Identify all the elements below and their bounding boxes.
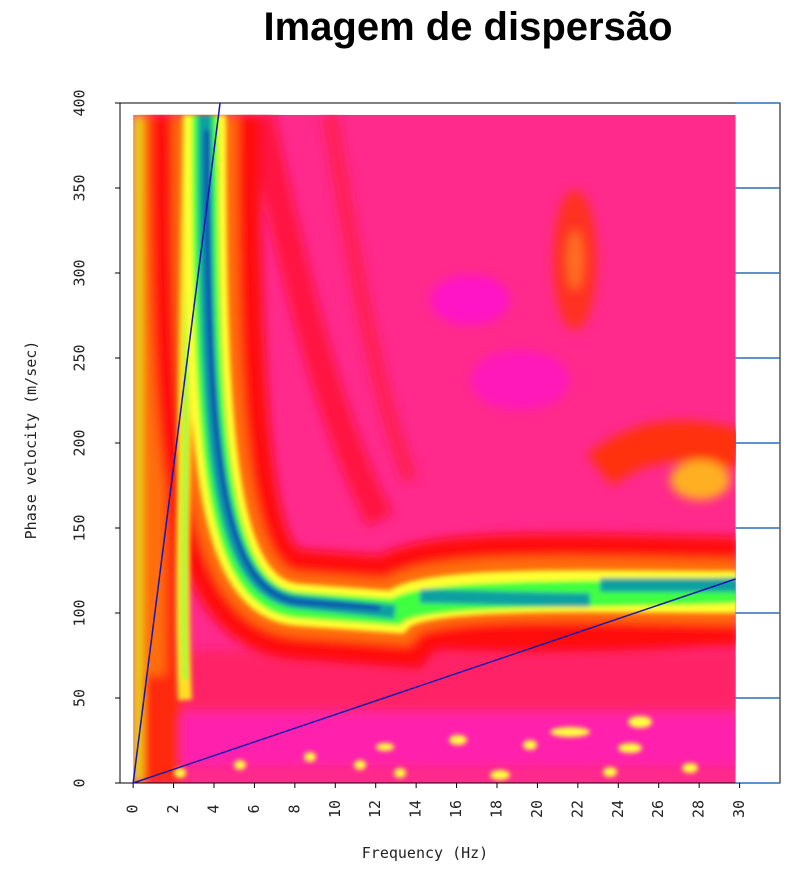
x-tick-label: 20 bbox=[528, 800, 546, 818]
x-tick-label: 22 bbox=[568, 800, 586, 818]
chart-title: Imagem de dispersão bbox=[263, 5, 672, 49]
x-tick-label: 28 bbox=[690, 800, 708, 818]
x-tick-label: 16 bbox=[447, 800, 465, 818]
x-tick-label: 4 bbox=[204, 804, 222, 813]
y-tick-label: 300 bbox=[71, 259, 89, 286]
y-axis-label: Phase velocity (m/sec) bbox=[22, 341, 40, 540]
x-tick-label: 10 bbox=[326, 800, 344, 818]
overlay-line bbox=[132, 578, 736, 784]
x-tick-label: 26 bbox=[649, 800, 667, 818]
x-axis-label: Frequency (Hz) bbox=[362, 844, 488, 862]
overlay-line bbox=[132, 102, 221, 784]
y-tick-label: 50 bbox=[71, 689, 89, 707]
x-tick-label: 30 bbox=[730, 800, 748, 818]
x-tick-label: 0 bbox=[124, 804, 142, 813]
y-tick-label: 200 bbox=[71, 429, 89, 456]
image-ridge bbox=[174, 114, 736, 780]
y-tick-label: 400 bbox=[71, 89, 89, 116]
x-tick-label: 8 bbox=[285, 804, 303, 813]
x-tick-label: 14 bbox=[407, 800, 425, 818]
x-tick-label: 2 bbox=[164, 804, 182, 813]
x-tick-label: 12 bbox=[366, 800, 384, 818]
x-tick-label: 18 bbox=[487, 800, 505, 818]
x-tick-label: 24 bbox=[609, 800, 627, 818]
y-tick-label: 250 bbox=[71, 344, 89, 371]
y-tick-label: 150 bbox=[71, 514, 89, 541]
y-tick-label: 350 bbox=[71, 174, 89, 201]
y-tick-label: 100 bbox=[71, 599, 89, 626]
dispersion-image bbox=[133, 114, 736, 783]
x-tick-label: 6 bbox=[245, 804, 263, 813]
y-tick-label: 0 bbox=[71, 778, 89, 787]
